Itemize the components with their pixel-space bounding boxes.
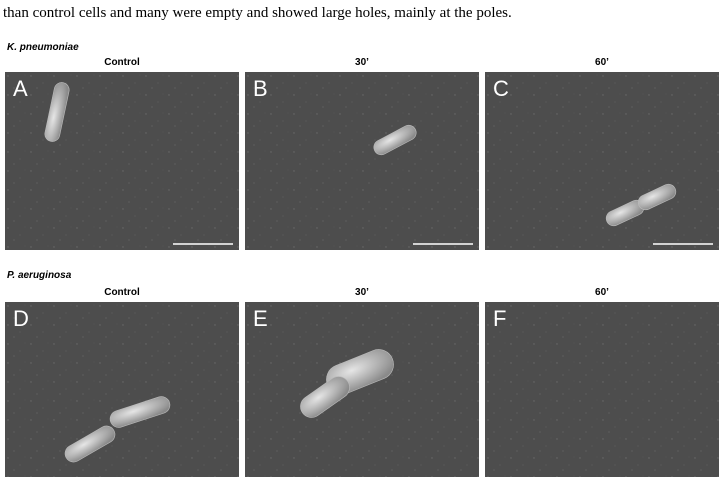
species-label: K. pneumoniae <box>7 42 79 53</box>
image-background <box>5 302 239 477</box>
panel-letter: F <box>493 306 506 331</box>
bacterium <box>109 396 171 428</box>
sem-image: C <box>485 72 719 250</box>
image-background <box>5 72 239 250</box>
species-label: P. aeruginosa <box>7 270 72 281</box>
column-header: Control <box>104 57 140 68</box>
bacterium <box>64 425 116 463</box>
panel-letter: A <box>13 76 28 101</box>
bacterium <box>44 82 70 142</box>
image-background <box>485 72 719 250</box>
sem-image: E <box>245 302 479 477</box>
column-header: 60’ <box>595 57 609 68</box>
column-header: Control <box>104 287 140 298</box>
column-header: 60’ <box>595 287 609 298</box>
sem-image: F <box>485 302 719 477</box>
image-background <box>485 302 719 477</box>
column-header: 30’ <box>355 57 369 68</box>
panel-letter: B <box>253 76 268 101</box>
image-background <box>245 302 479 477</box>
bacterium <box>637 183 677 211</box>
panel-letter: C <box>493 76 509 101</box>
body-text: than control cells and many were empty a… <box>3 5 512 21</box>
bacterium <box>300 376 350 418</box>
panel-letter: D <box>13 306 29 331</box>
sem-image: B <box>245 72 479 250</box>
bacterium <box>373 124 417 156</box>
image-background <box>245 72 479 250</box>
column-header: 30’ <box>355 287 369 298</box>
sem-image: A <box>5 72 239 250</box>
panel-letter: E <box>253 306 268 331</box>
sem-image: D <box>5 302 239 477</box>
